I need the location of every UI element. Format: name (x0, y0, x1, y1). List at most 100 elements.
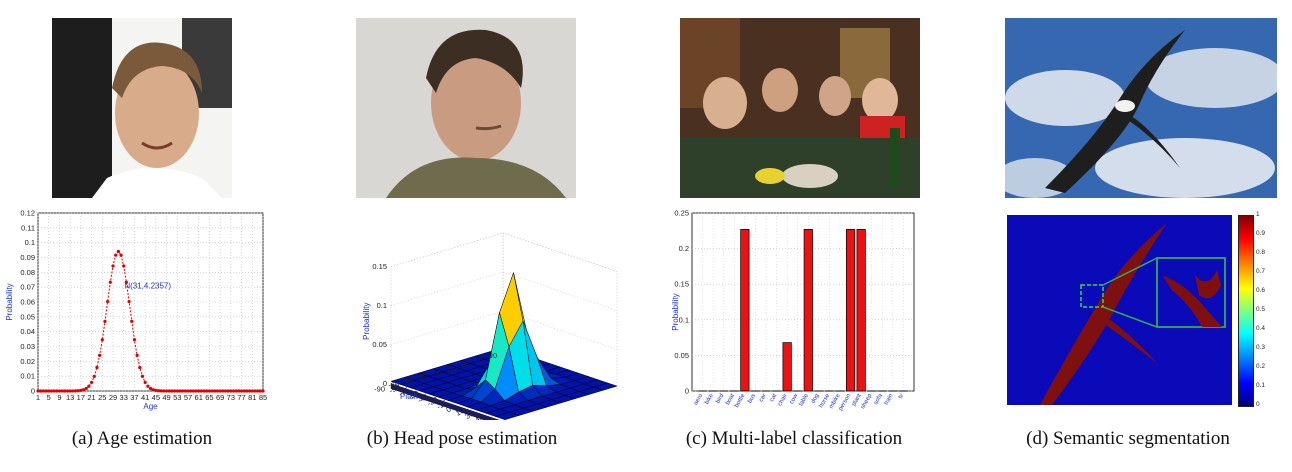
age-data-point (63, 389, 67, 393)
age-data-point (95, 365, 99, 370)
pose-pitch-tick: -60 (388, 380, 399, 389)
age-data-point (162, 389, 166, 393)
bar-y-tick: 0.2 (679, 244, 689, 253)
age-data-point (199, 389, 203, 393)
age-x-tick: 13 (66, 393, 74, 402)
bar-plant (856, 229, 866, 392)
age-y-tick: 0.12 (20, 209, 35, 218)
age-data-point (181, 389, 185, 393)
age-data-point (140, 374, 145, 378)
pose-yaw-tick: 45 (473, 412, 485, 420)
colorbar-tick-labels: 1 0.9 0.8 0.7 0.6 0.5 0.4 0.3 0.2 0.1 0 (1256, 211, 1286, 408)
age-data-point (52, 389, 56, 393)
age-data-point (81, 388, 86, 392)
age-data-point (108, 280, 112, 284)
pose-surface-patch (494, 412, 520, 420)
age-data-point (175, 389, 179, 393)
age-x-tick: 69 (216, 393, 224, 402)
bar-y-tick: 0.25 (674, 209, 689, 218)
bar-table (803, 229, 813, 392)
bar-x-tick: aero (693, 392, 705, 406)
face-photo-headpose (356, 18, 576, 198)
bar-person (845, 229, 856, 392)
bar-x-tick: cat (769, 393, 778, 403)
age-data-point (210, 389, 214, 393)
age-data-point (41, 389, 45, 393)
pose-yaw-tick: 75 (492, 419, 504, 420)
colorbar-tick: 0.1 (1256, 382, 1266, 389)
age-data-point (183, 389, 187, 393)
age-y-tick: 0.07 (20, 283, 35, 292)
colorbar-tick: 0.7 (1256, 268, 1266, 275)
pose-pitch-tick: -15 (416, 372, 427, 381)
age-data-point (89, 380, 94, 384)
age-data-point (92, 374, 96, 378)
age-data-point (84, 386, 88, 391)
age-data-point (119, 253, 123, 257)
pose-pitch-tick: 90 (489, 351, 497, 360)
bar-x-tick: bottle (734, 392, 747, 408)
age-data-point (39, 389, 43, 393)
age-y-tick: 0.06 (20, 298, 35, 307)
age-data-point (256, 389, 260, 393)
age-x-tick: 57 (184, 393, 192, 402)
bar-x-tick: tv (898, 393, 906, 400)
pose-pitch-tick: -30 (402, 376, 413, 385)
age-data-point (98, 353, 102, 357)
age-data-point (156, 389, 161, 393)
age-data-point (65, 389, 70, 393)
age-data-point (197, 389, 201, 393)
bar-y-tick: 0.1 (679, 315, 689, 324)
age-data-point (239, 389, 244, 393)
age-data-point (111, 264, 115, 268)
multilabel-bar-chart: 0 0.05 0.1 0.15 0.2 0.25 aero bike bird boatbottl… (671, 209, 915, 412)
age-x-tick: 45 (152, 393, 160, 402)
age-plot-area (37, 212, 264, 392)
age-data-point (218, 389, 222, 393)
bird-photo (1005, 18, 1277, 198)
age-data-point (103, 319, 107, 323)
age-distribution-chart: 1 5 9 13 17 21 25 29 33 37 41 45 49 53 57 61 65 69 73 77 81 8… (5, 209, 267, 412)
caption-multilabel: (c) Multi-label classification (685, 428, 903, 449)
colorbar-tick: 0.4 (1256, 325, 1266, 332)
age-data-point (221, 389, 225, 393)
age-y-tick: 0.1 (25, 238, 35, 247)
age-x-tick: 61 (195, 393, 203, 402)
age-y-tick: 0.05 (20, 312, 35, 321)
age-data-point (138, 365, 142, 370)
age-data-point (173, 389, 177, 393)
age-data-point (205, 389, 209, 393)
age-x-tick: 73 (227, 393, 235, 402)
face-photo-age (52, 18, 232, 198)
colorbar-tick: 0.5 (1256, 306, 1266, 313)
bar-x-tick: chair (777, 393, 789, 407)
age-data-point (253, 389, 257, 393)
age-x-tick: 49 (162, 393, 170, 402)
age-data-point (234, 389, 238, 393)
age-data-point (258, 389, 262, 393)
age-data-point (122, 264, 126, 268)
pose-side-wall (390, 232, 504, 384)
age-data-point (167, 389, 171, 393)
age-data-point (154, 388, 158, 393)
age-y-tick: 0.08 (20, 268, 35, 277)
age-data-point (100, 338, 104, 342)
pose-z-tick: 0.05 (372, 340, 387, 349)
age-y-tick: 0.02 (20, 357, 35, 366)
bar-chair (782, 342, 792, 392)
age-data-point (60, 389, 64, 393)
age-data-point (55, 389, 59, 393)
age-x-tick: 53 (173, 393, 181, 402)
age-data-point (242, 389, 246, 393)
bar-x-tick: sheep (860, 392, 874, 410)
age-data-point (148, 386, 153, 391)
age-x-tick: 1 (36, 393, 40, 402)
age-data-point (213, 389, 217, 393)
age-x-tick: 41 (141, 393, 149, 402)
colorbar-tick: 0.6 (1256, 287, 1266, 294)
caption-segmentation: (d) Semantic segmentation (1026, 428, 1230, 449)
age-y-tick: 0.11 (21, 223, 35, 232)
pose-pitch-tick: 30 (461, 359, 469, 368)
pose-yaw-tick: 15 (454, 406, 466, 418)
age-data-point (207, 389, 212, 393)
